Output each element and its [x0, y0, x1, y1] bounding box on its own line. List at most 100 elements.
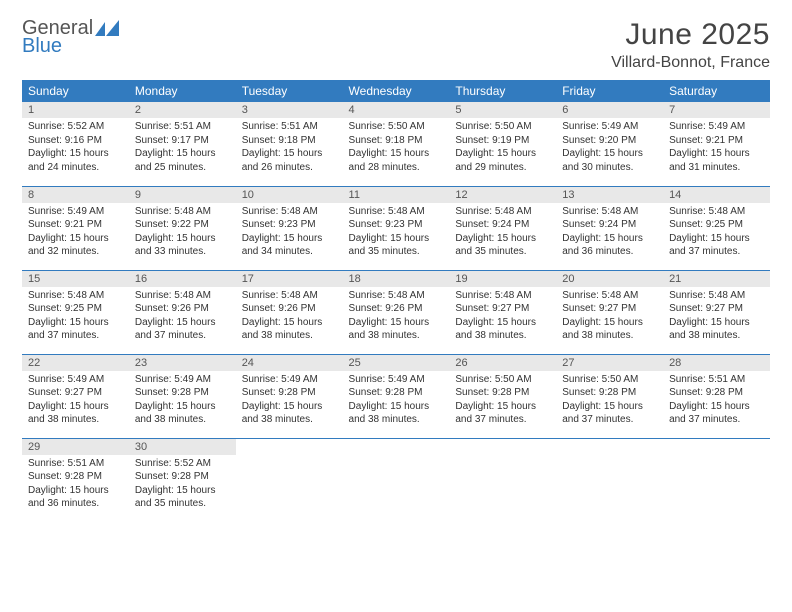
daylight-line: Daylight: 15 hours and 35 minutes. [455, 232, 550, 259]
day-number: 17 [236, 271, 343, 287]
day-number: 8 [22, 187, 129, 203]
logo-word2: Blue [22, 36, 93, 56]
title-location: Villard-Bonnot, France [611, 54, 770, 72]
calendar-cell: 13Sunrise: 5:48 AMSunset: 9:24 PMDayligh… [556, 186, 663, 270]
day-number: 10 [236, 187, 343, 203]
calendar-cell: 2Sunrise: 5:51 AMSunset: 9:17 PMDaylight… [129, 102, 236, 186]
calendar-row: 1Sunrise: 5:52 AMSunset: 9:16 PMDaylight… [22, 102, 770, 186]
calendar-cell: 19Sunrise: 5:48 AMSunset: 9:27 PMDayligh… [449, 270, 556, 354]
calendar-cell: .. [343, 438, 450, 522]
calendar-cell: 4Sunrise: 5:50 AMSunset: 9:18 PMDaylight… [343, 102, 450, 186]
daylight-line: Daylight: 15 hours and 28 minutes. [349, 147, 444, 174]
calendar-row: 15Sunrise: 5:48 AMSunset: 9:25 PMDayligh… [22, 270, 770, 354]
sunset-line: Sunset: 9:28 PM [135, 386, 230, 400]
sunrise-line: Sunrise: 5:48 AM [28, 289, 123, 303]
calendar-cell: 20Sunrise: 5:48 AMSunset: 9:27 PMDayligh… [556, 270, 663, 354]
sunrise-line: Sunrise: 5:48 AM [135, 205, 230, 219]
sunset-line: Sunset: 9:17 PM [135, 134, 230, 148]
day-number: 28 [663, 355, 770, 371]
header: General Blue June 2025 Villard-Bonnot, F… [22, 18, 770, 72]
day-number: 29 [22, 439, 129, 455]
day-body: Sunrise: 5:48 AMSunset: 9:23 PMDaylight:… [236, 203, 343, 263]
daylight-line: Daylight: 15 hours and 33 minutes. [135, 232, 230, 259]
sunrise-line: Sunrise: 5:49 AM [242, 373, 337, 387]
sunset-line: Sunset: 9:28 PM [455, 386, 550, 400]
sunrise-line: Sunrise: 5:49 AM [669, 120, 764, 134]
sunrise-line: Sunrise: 5:51 AM [669, 373, 764, 387]
sunset-line: Sunset: 9:26 PM [135, 302, 230, 316]
sunset-line: Sunset: 9:23 PM [242, 218, 337, 232]
calendar-cell: 30Sunrise: 5:52 AMSunset: 9:28 PMDayligh… [129, 438, 236, 522]
daylight-line: Daylight: 15 hours and 37 minutes. [135, 316, 230, 343]
calendar-cell: 29Sunrise: 5:51 AMSunset: 9:28 PMDayligh… [22, 438, 129, 522]
sunset-line: Sunset: 9:28 PM [349, 386, 444, 400]
daylight-line: Daylight: 15 hours and 38 minutes. [669, 316, 764, 343]
sunset-line: Sunset: 9:19 PM [455, 134, 550, 148]
sunset-line: Sunset: 9:24 PM [562, 218, 657, 232]
daylight-line: Daylight: 15 hours and 38 minutes. [349, 316, 444, 343]
calendar-cell: 21Sunrise: 5:48 AMSunset: 9:27 PMDayligh… [663, 270, 770, 354]
day-number: 22 [22, 355, 129, 371]
sunrise-line: Sunrise: 5:48 AM [349, 205, 444, 219]
calendar-cell: 11Sunrise: 5:48 AMSunset: 9:23 PMDayligh… [343, 186, 450, 270]
day-number: 14 [663, 187, 770, 203]
calendar-cell: 6Sunrise: 5:49 AMSunset: 9:20 PMDaylight… [556, 102, 663, 186]
day-number: 25 [343, 355, 450, 371]
sunrise-line: Sunrise: 5:51 AM [28, 457, 123, 471]
calendar-cell: .. [556, 438, 663, 522]
col-thursday: Thursday [449, 80, 556, 102]
sunset-line: Sunset: 9:28 PM [242, 386, 337, 400]
day-body: Sunrise: 5:48 AMSunset: 9:26 PMDaylight:… [236, 287, 343, 347]
sunrise-line: Sunrise: 5:50 AM [455, 120, 550, 134]
day-number: 9 [129, 187, 236, 203]
calendar-row: 22Sunrise: 5:49 AMSunset: 9:27 PMDayligh… [22, 354, 770, 438]
col-friday: Friday [556, 80, 663, 102]
sunset-line: Sunset: 9:20 PM [562, 134, 657, 148]
day-number: 20 [556, 271, 663, 287]
day-number: 26 [449, 355, 556, 371]
sunrise-line: Sunrise: 5:49 AM [28, 373, 123, 387]
calendar-row: 8Sunrise: 5:49 AMSunset: 9:21 PMDaylight… [22, 186, 770, 270]
daylight-line: Daylight: 15 hours and 31 minutes. [669, 147, 764, 174]
calendar-cell: 14Sunrise: 5:48 AMSunset: 9:25 PMDayligh… [663, 186, 770, 270]
col-saturday: Saturday [663, 80, 770, 102]
day-body: Sunrise: 5:49 AMSunset: 9:21 PMDaylight:… [663, 118, 770, 178]
day-body: Sunrise: 5:48 AMSunset: 9:27 PMDaylight:… [663, 287, 770, 347]
daylight-line: Daylight: 15 hours and 38 minutes. [242, 400, 337, 427]
day-body: Sunrise: 5:49 AMSunset: 9:28 PMDaylight:… [343, 371, 450, 431]
day-body: Sunrise: 5:48 AMSunset: 9:26 PMDaylight:… [129, 287, 236, 347]
calendar-cell: .. [663, 438, 770, 522]
daylight-line: Daylight: 15 hours and 38 minutes. [242, 316, 337, 343]
sunrise-line: Sunrise: 5:51 AM [242, 120, 337, 134]
day-number: 16 [129, 271, 236, 287]
calendar-cell: 5Sunrise: 5:50 AMSunset: 9:19 PMDaylight… [449, 102, 556, 186]
calendar-cell: .. [236, 438, 343, 522]
sunset-line: Sunset: 9:25 PM [28, 302, 123, 316]
calendar-cell: 7Sunrise: 5:49 AMSunset: 9:21 PMDaylight… [663, 102, 770, 186]
day-body: Sunrise: 5:48 AMSunset: 9:27 PMDaylight:… [556, 287, 663, 347]
calendar-cell: 9Sunrise: 5:48 AMSunset: 9:22 PMDaylight… [129, 186, 236, 270]
sunrise-line: Sunrise: 5:48 AM [349, 289, 444, 303]
calendar-cell: 16Sunrise: 5:48 AMSunset: 9:26 PMDayligh… [129, 270, 236, 354]
calendar-cell: 23Sunrise: 5:49 AMSunset: 9:28 PMDayligh… [129, 354, 236, 438]
col-sunday: Sunday [22, 80, 129, 102]
sunset-line: Sunset: 9:27 PM [562, 302, 657, 316]
title-block: June 2025 Villard-Bonnot, France [611, 18, 770, 72]
sunrise-line: Sunrise: 5:49 AM [349, 373, 444, 387]
sunrise-line: Sunrise: 5:48 AM [562, 289, 657, 303]
day-body: Sunrise: 5:51 AMSunset: 9:28 PMDaylight:… [22, 455, 129, 515]
day-body: Sunrise: 5:49 AMSunset: 9:20 PMDaylight:… [556, 118, 663, 178]
sunrise-line: Sunrise: 5:50 AM [455, 373, 550, 387]
day-number: 12 [449, 187, 556, 203]
calendar-cell: 28Sunrise: 5:51 AMSunset: 9:28 PMDayligh… [663, 354, 770, 438]
sunrise-line: Sunrise: 5:50 AM [349, 120, 444, 134]
daylight-line: Daylight: 15 hours and 37 minutes. [669, 400, 764, 427]
day-number: 3 [236, 102, 343, 118]
sunrise-line: Sunrise: 5:48 AM [135, 289, 230, 303]
logo: General Blue [22, 18, 121, 56]
day-body: Sunrise: 5:48 AMSunset: 9:25 PMDaylight:… [22, 287, 129, 347]
calendar-cell: 27Sunrise: 5:50 AMSunset: 9:28 PMDayligh… [556, 354, 663, 438]
day-number: 21 [663, 271, 770, 287]
day-number: 30 [129, 439, 236, 455]
calendar-cell: 1Sunrise: 5:52 AMSunset: 9:16 PMDaylight… [22, 102, 129, 186]
